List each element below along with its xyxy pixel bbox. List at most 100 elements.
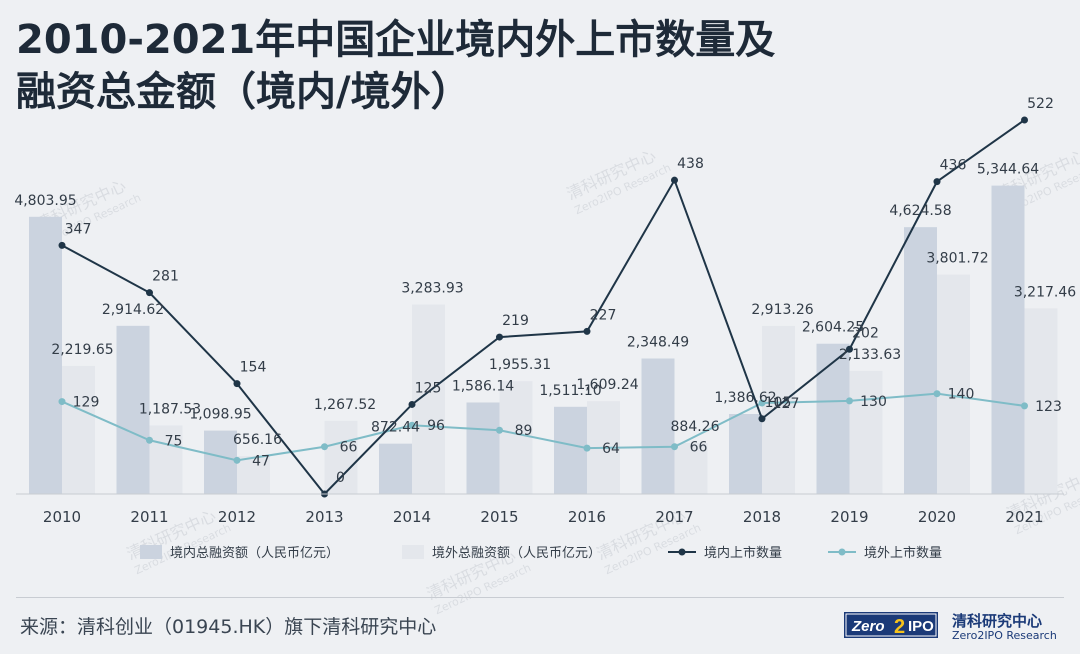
x-axis: 2010 2011 2012 2013 2014 2015 2016 2017 2018 2019… <box>16 493 1064 526</box>
chart-title-line2: 融资总金额（境内/境外） <box>16 69 471 115</box>
label-domestic-amount: 872.44 <box>371 420 420 436</box>
legend-swatch <box>140 545 162 559</box>
legend-item: 境内总融资额（人民币亿元） <box>140 545 339 561</box>
x-tick-label: 2018 <box>743 508 781 526</box>
bar-overseas-amount <box>237 456 270 494</box>
bar-domestic-amount <box>379 443 412 494</box>
point-overseas-count <box>408 421 416 429</box>
label-overseas-amount: 1,187.53 <box>139 401 201 417</box>
point-domestic-count <box>933 178 941 186</box>
label-domestic-count: 227 <box>590 307 617 323</box>
bar-domestic-amount <box>29 216 62 495</box>
label-overseas-amount: 3,283.93 <box>401 281 463 297</box>
x-tick-label: 2019 <box>830 508 868 526</box>
legend-swatch <box>402 545 424 559</box>
bar-overseas-amount <box>849 370 883 494</box>
bar-domestic-amount <box>641 358 675 494</box>
x-tick-label: 2011 <box>130 508 168 526</box>
label-domestic-count: 436 <box>940 158 967 174</box>
bar-domestic-amount <box>816 343 850 494</box>
bar-domestic-amount <box>991 185 1025 495</box>
point-overseas-count <box>1021 402 1028 410</box>
label-domestic-count: 154 <box>240 360 267 376</box>
point-domestic-count <box>758 415 766 423</box>
label-domestic-count: 219 <box>502 313 529 329</box>
bar-overseas-amount <box>62 365 95 494</box>
legend-label: 境内总融资额（人民币亿元） <box>170 545 339 561</box>
label-overseas-count: 129 <box>73 395 100 411</box>
label-overseas-count: 96 <box>427 418 445 434</box>
x-tick-label: 2014 <box>393 508 431 526</box>
logo-bg <box>844 612 938 638</box>
legend-item: 境外上市数量 <box>828 545 942 561</box>
label-domestic-amount: 1,386.62 <box>714 390 776 406</box>
chart-title-line1: 2010-2021年中国企业境内外上市数量及 <box>16 17 776 63</box>
label-overseas-amount: 1,609.24 <box>576 377 638 393</box>
lines-layer <box>58 116 1028 498</box>
zero2ipo-logo: Zero 2 IPO <box>844 612 938 638</box>
label-domestic-amount: 1,586.14 <box>452 378 514 394</box>
point-overseas-count <box>496 426 503 434</box>
x-tick-label: 2012 <box>218 508 256 526</box>
legend-swatch-dot <box>838 548 846 556</box>
x-tick-label: 2021 <box>1005 508 1043 526</box>
label-overseas-count: 66 <box>690 440 708 456</box>
label-overseas-count: 75 <box>165 433 183 449</box>
label-domestic-count: 0 <box>336 470 345 486</box>
label-overseas-amount: 656.16 <box>233 432 282 448</box>
label-overseas-count: 66 <box>340 440 358 456</box>
label-domestic-count: 438 <box>677 156 704 172</box>
label-domestic-amount: 2,348.49 <box>627 334 689 350</box>
label-domestic-amount: 2,604.25 <box>802 320 864 336</box>
footer-divider <box>16 597 1064 598</box>
label-overseas-count: 123 <box>1035 399 1062 415</box>
point-domestic-count <box>146 289 153 297</box>
label-domestic-count: 347 <box>65 221 92 237</box>
label-overseas-count: 140 <box>948 387 975 403</box>
line-domestic-count <box>61 119 1026 496</box>
label-overseas-amount: 2,133.63 <box>839 347 901 363</box>
legend-label: 境内上市数量 <box>704 545 782 561</box>
bar-overseas-amount <box>149 425 183 494</box>
brand-name-cn: 清科研究中心 <box>952 612 1043 630</box>
point-domestic-count <box>846 345 853 353</box>
x-tick-label: 2020 <box>918 508 956 526</box>
logo-text-mid: 2 <box>894 616 905 638</box>
label-overseas-amount: 884.26 <box>671 419 720 435</box>
bar-domestic-amount <box>466 402 500 494</box>
label-overseas-amount: 1,267.52 <box>314 397 376 413</box>
label-overseas-count: 64 <box>602 441 620 457</box>
label-overseas-count: 89 <box>515 423 533 439</box>
bar-overseas-amount <box>762 325 795 494</box>
bar-domestic-amount <box>204 430 237 494</box>
point-overseas-count <box>846 397 853 405</box>
point-overseas-count <box>671 443 678 451</box>
legend-label: 境外总融资额（人民币亿元） <box>432 546 601 561</box>
label-domestic-amount: 5,344.64 <box>977 162 1039 178</box>
legend-label: 境外上市数量 <box>864 545 942 561</box>
x-tick-label: 2015 <box>480 508 518 526</box>
x-tick-label: 2017 <box>655 508 693 526</box>
label-overseas-amount: 1,955.31 <box>489 357 551 373</box>
label-overseas-count: 127 <box>773 396 800 412</box>
bar-overseas-amount <box>937 274 970 494</box>
label-overseas-amount: 3,801.72 <box>926 251 988 267</box>
bar-domestic-amount <box>116 325 150 494</box>
x-tick-label: 2016 <box>568 508 606 526</box>
bar-overseas-amount <box>1024 308 1058 494</box>
point-domestic-count <box>408 400 416 408</box>
label-overseas-amount: 3,217.46 <box>1014 284 1076 300</box>
point-overseas-count <box>58 398 66 406</box>
legend: 境内总融资额（人民币亿元） 境外总融资额（人民币亿元） 境内上市数量 境外上市数量 <box>140 545 942 561</box>
label-domestic-count: 125 <box>415 380 442 396</box>
point-overseas-count <box>758 399 766 407</box>
bar-overseas-amount <box>324 420 358 494</box>
bar-overseas-amount <box>412 304 445 494</box>
point-domestic-count <box>496 333 503 341</box>
label-domestic-amount: 4,803.95 <box>14 193 76 209</box>
point-domestic-count <box>1021 116 1028 124</box>
label-domestic-count: 281 <box>152 269 179 285</box>
label-overseas-amount: 2,913.26 <box>751 302 813 318</box>
chart-title: 2010-2021年中国企业境内外上市数量及 融资总金额（境内/境外） <box>16 14 1056 118</box>
